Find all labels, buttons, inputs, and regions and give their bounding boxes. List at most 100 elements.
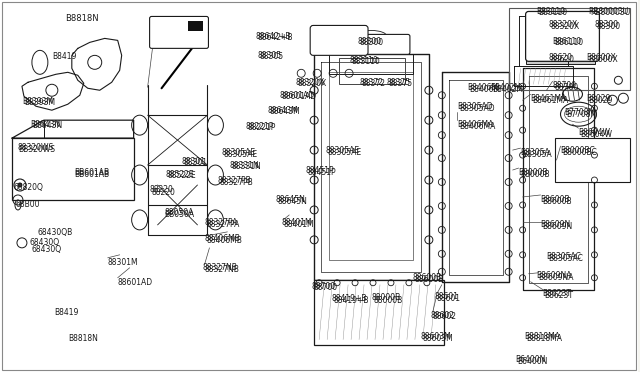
Text: B8600B: B8600B <box>541 195 570 204</box>
Text: B8600B: B8600B <box>543 197 572 206</box>
Text: 88700: 88700 <box>313 283 337 292</box>
Text: B8406MA: B8406MA <box>457 120 493 129</box>
Text: 88305: 88305 <box>259 52 284 61</box>
Text: 88305AE: 88305AE <box>327 148 361 157</box>
Text: B8029: B8029 <box>586 94 611 103</box>
Text: B83110: B83110 <box>539 9 568 17</box>
Text: B8419: B8419 <box>52 52 76 61</box>
Text: B8818MA: B8818MA <box>527 334 563 343</box>
Text: B8305AC: B8305AC <box>547 252 581 261</box>
FancyBboxPatch shape <box>310 25 368 55</box>
Text: B8406M: B8406M <box>468 85 500 94</box>
Text: 68430Q: 68430Q <box>30 238 60 247</box>
Text: 88601AD: 88601AD <box>281 92 316 101</box>
Text: B8305AC: B8305AC <box>548 254 584 263</box>
Text: B6400N: B6400N <box>516 355 546 363</box>
Text: 88601: 88601 <box>435 292 459 301</box>
Text: 88301M: 88301M <box>108 258 138 267</box>
Text: 88643M: 88643M <box>269 107 300 116</box>
Text: 88327PB: 88327PB <box>220 178 253 187</box>
Text: 88700: 88700 <box>311 282 335 291</box>
Bar <box>509 9 630 90</box>
Text: B8406MA: B8406MA <box>459 122 495 131</box>
Text: 88320X: 88320X <box>548 20 578 29</box>
Text: 88320X: 88320X <box>297 79 326 88</box>
Text: B8402M: B8402M <box>491 83 522 92</box>
Text: B8609NA: B8609NA <box>539 273 574 282</box>
Text: B8000BC: B8000BC <box>563 148 597 157</box>
Text: 88331N: 88331N <box>232 162 261 171</box>
Text: 68430QB: 68430QB <box>38 228 73 237</box>
Text: B8609N: B8609N <box>543 222 573 231</box>
Text: B8818MA: B8818MA <box>525 331 561 341</box>
Text: B8600X: B8600X <box>586 53 616 62</box>
Text: 88327PA: 88327PA <box>207 220 240 229</box>
Text: B7708M: B7708M <box>566 110 598 119</box>
Text: B7708M: B7708M <box>564 108 596 117</box>
Text: 883110: 883110 <box>349 56 378 65</box>
Text: 88300: 88300 <box>595 20 618 29</box>
Text: 88645N: 88645N <box>277 197 307 206</box>
Text: 88642+B: 88642+B <box>255 32 291 41</box>
Text: 88320X: 88320X <box>295 78 324 87</box>
Text: RB80003U: RB80003U <box>591 9 630 17</box>
Text: B8623T: B8623T <box>543 289 572 298</box>
Text: 88305AE: 88305AE <box>223 150 257 159</box>
Text: B8461MA: B8461MA <box>531 94 567 103</box>
FancyBboxPatch shape <box>332 34 410 54</box>
Text: 88221P: 88221P <box>247 123 276 132</box>
Text: 88602: 88602 <box>431 311 455 320</box>
FancyBboxPatch shape <box>525 12 600 61</box>
Text: B86110: B86110 <box>554 38 584 47</box>
Text: 88603M: 88603M <box>421 331 452 341</box>
Text: 68430Q: 68430Q <box>32 245 62 254</box>
Text: B6400N: B6400N <box>518 356 548 366</box>
Text: 88331N: 88331N <box>229 161 259 170</box>
Text: 88000B: 88000B <box>371 293 400 302</box>
Text: 88451P: 88451P <box>305 166 334 175</box>
Text: 883110: 883110 <box>351 57 380 66</box>
Text: 88601AD: 88601AD <box>118 278 153 287</box>
Text: 88401M: 88401M <box>281 218 312 227</box>
Bar <box>339 58 405 84</box>
Text: B8305A: B8305A <box>520 148 550 157</box>
Text: B8461MA: B8461MA <box>532 96 569 105</box>
Text: B8305AD: B8305AD <box>457 102 492 111</box>
Text: 88375: 88375 <box>389 79 413 88</box>
Text: B8393M: B8393M <box>24 98 55 107</box>
Text: 88305AE: 88305AE <box>325 146 359 155</box>
Text: B8305A: B8305A <box>523 150 552 159</box>
Text: B8643N: B8643N <box>32 121 62 130</box>
Bar <box>525 56 595 64</box>
Text: 88327PA: 88327PA <box>204 218 238 227</box>
Text: 88700: 88700 <box>552 81 577 90</box>
Text: 88300: 88300 <box>596 22 621 31</box>
Text: 88000B: 88000B <box>373 296 403 305</box>
Text: 68B00: 68B00 <box>16 200 40 209</box>
Text: B8609NA: B8609NA <box>536 271 572 280</box>
Circle shape <box>18 183 22 187</box>
Bar <box>554 138 630 182</box>
Text: 88600B: 88600B <box>415 275 444 284</box>
Bar <box>314 280 444 344</box>
Text: 88406MB: 88406MB <box>207 236 243 245</box>
Text: 88602: 88602 <box>433 312 457 321</box>
Text: BB320WS: BB320WS <box>18 145 55 154</box>
Text: 88305AE: 88305AE <box>221 148 255 157</box>
Text: B8818N: B8818N <box>68 334 98 343</box>
Text: 88220: 88220 <box>150 185 173 194</box>
Text: 88522E: 88522E <box>166 170 194 179</box>
Text: 88601AD: 88601AD <box>279 91 314 100</box>
Bar <box>188 22 204 31</box>
Text: B8305AD: B8305AD <box>459 104 495 113</box>
Text: 88620: 88620 <box>550 55 575 64</box>
Text: 68820Q: 68820Q <box>14 183 44 192</box>
Text: B8818N: B8818N <box>65 15 99 23</box>
Text: 88327NB: 88327NB <box>202 263 237 272</box>
Text: 88375: 88375 <box>387 78 411 87</box>
Text: B8000B: B8000B <box>518 168 548 177</box>
Text: B8604W: B8604W <box>580 130 612 139</box>
Text: 88220: 88220 <box>152 188 175 197</box>
Text: 88401M: 88401M <box>284 220 314 229</box>
Text: 88419+B: 88419+B <box>333 296 369 305</box>
